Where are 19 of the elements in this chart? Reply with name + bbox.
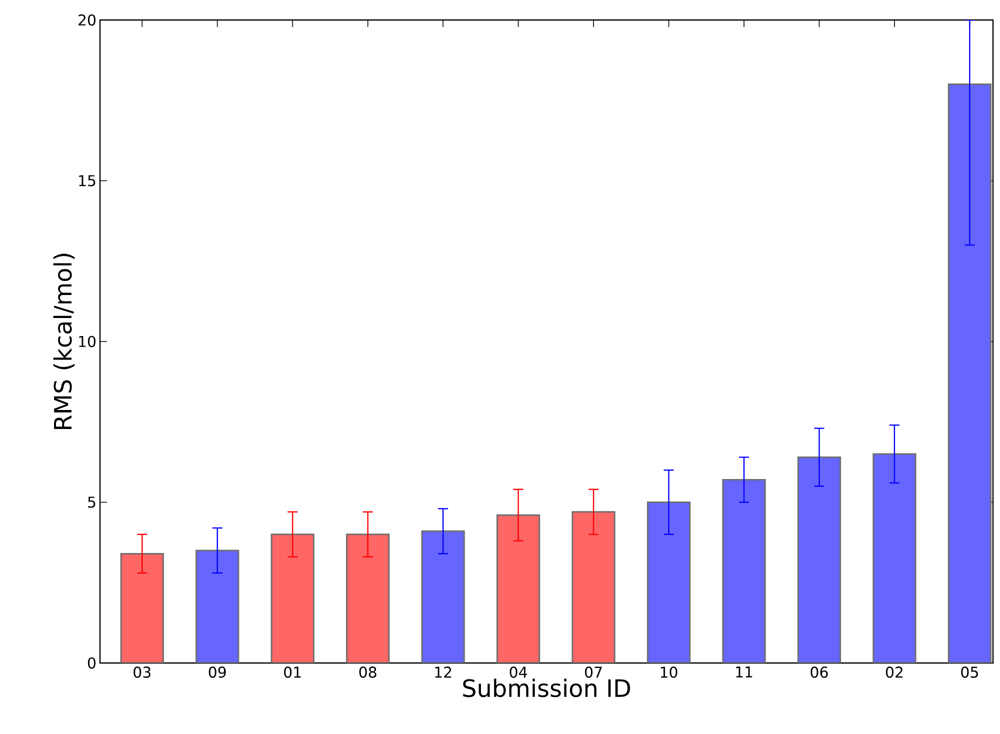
x-tick-label: 03	[134, 666, 150, 678]
x-tick-label: 07	[585, 666, 602, 678]
x-axis-title: Submission ID	[463, 678, 630, 698]
y-tick-label: 5	[88, 496, 96, 508]
y-tick-label: 10	[79, 336, 96, 348]
y-tick-label: 20	[78, 14, 96, 26]
y-tick-label: 0	[88, 657, 96, 669]
x-tick-label: 04	[510, 666, 527, 678]
x-tick-label: 11	[736, 666, 752, 678]
x-tick-label: 12	[435, 666, 452, 678]
y-tick-label: 15	[79, 175, 96, 186]
x-tick-label: 06	[810, 666, 828, 678]
x-tick-label: 05	[961, 666, 978, 678]
x-tick-label: 02	[886, 666, 902, 678]
y-axis-title: RMS (kcal/mol)	[53, 254, 75, 429]
x-tick-label: 09	[208, 666, 226, 678]
x-tick-label: 08	[359, 666, 376, 678]
x-tick-label: 10	[660, 666, 678, 678]
x-tick-label: 01	[284, 666, 301, 678]
